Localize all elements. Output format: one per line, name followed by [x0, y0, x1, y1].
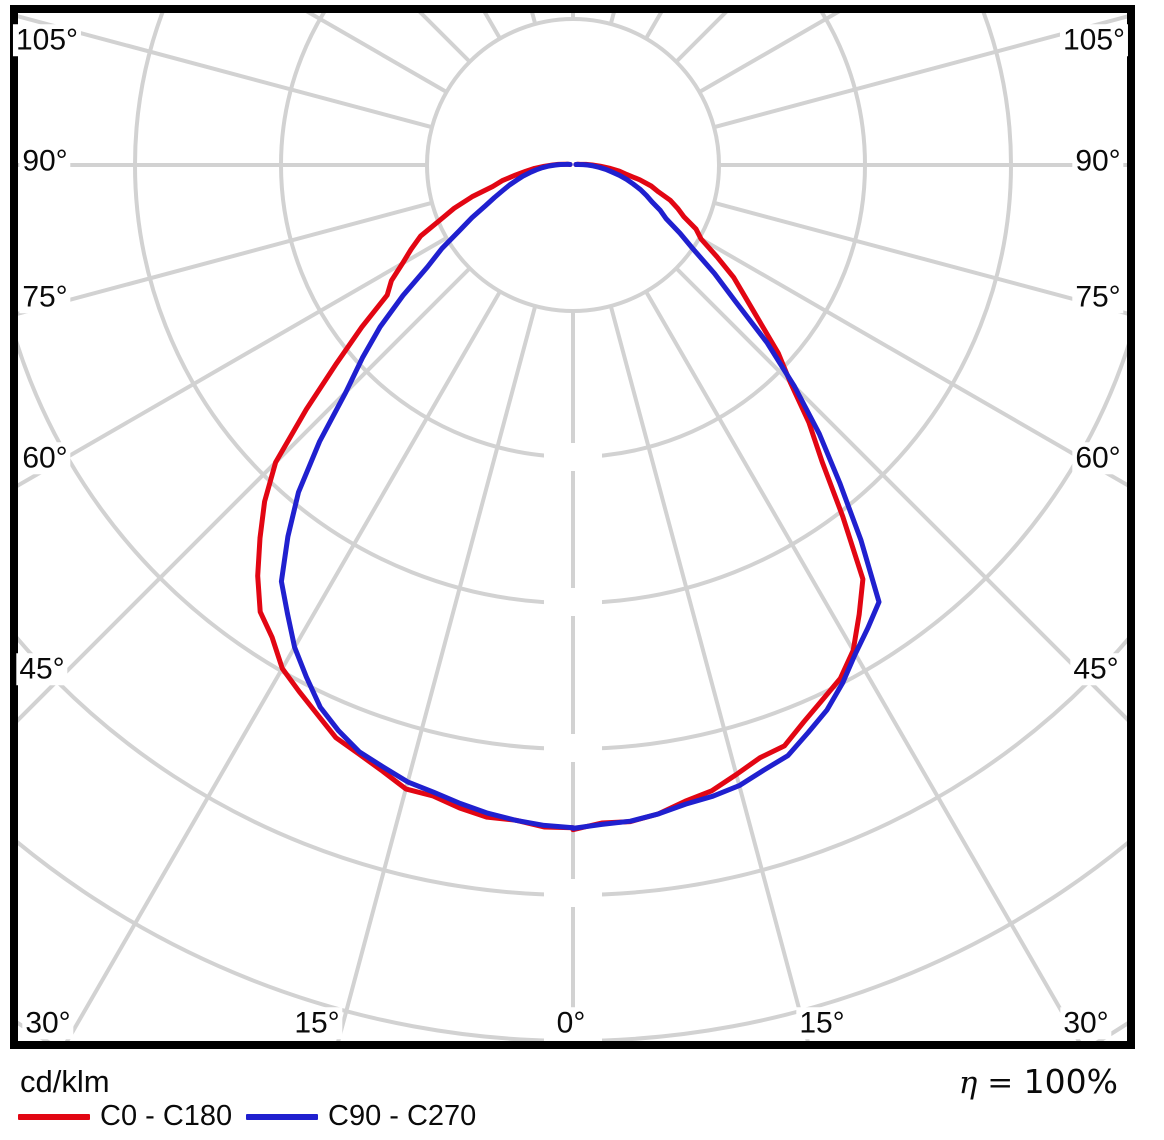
- gamma-label-left-75°: 75°: [19, 281, 71, 313]
- gamma-label-right-105°: 105°: [1059, 24, 1129, 56]
- gamma-label-bottom-4-30°: 30°: [1060, 1007, 1112, 1039]
- legend-item-c0-c180: C0 - C180: [18, 1100, 232, 1133]
- light-output-ratio: η = 100%: [959, 1062, 1118, 1101]
- curve-c0-c180: [255, 161, 866, 833]
- legend-label-c90-c270: C90 - C270: [328, 1100, 477, 1132]
- gamma-label-left-105°: 105°: [12, 24, 82, 56]
- ring-value-boxes: [544, 443, 602, 1041]
- gamma-label-right-90°: 90°: [1072, 145, 1124, 177]
- unit-label: cd/klm: [20, 1064, 110, 1099]
- gamma-label-bottom-3-15°: 15°: [796, 1007, 848, 1039]
- gamma-label-right-60°: 60°: [1072, 442, 1124, 474]
- gamma-label-right-45°: 45°: [1070, 653, 1122, 685]
- chart-frame: [10, 5, 1135, 1049]
- gamma-label-left-60°: 60°: [19, 442, 71, 474]
- gamma-label-left-90°: 90°: [19, 145, 71, 177]
- gamma-label-left-45°: 45°: [16, 653, 68, 685]
- legend-swatch-c0-c180: [18, 1113, 90, 1120]
- curve-c90-c270: [278, 161, 882, 831]
- intensity-curves: [255, 161, 882, 833]
- gamma-label-bottom-2-0°: 0°: [553, 1007, 589, 1039]
- gamma-label-bottom-1-15°: 15°: [291, 1007, 343, 1039]
- legend-swatch-c90-c270: [246, 1113, 318, 1120]
- eta-value: 100%: [1023, 1062, 1118, 1101]
- gamma-label-bottom-0-30°: 30°: [22, 1007, 74, 1039]
- gamma-label-right-75°: 75°: [1072, 281, 1124, 313]
- legend-label-c0-c180: C0 - C180: [100, 1100, 233, 1132]
- eta-symbol: η =: [958, 1065, 1014, 1101]
- legend-item-c90-c270: C90 - C270: [246, 1100, 476, 1133]
